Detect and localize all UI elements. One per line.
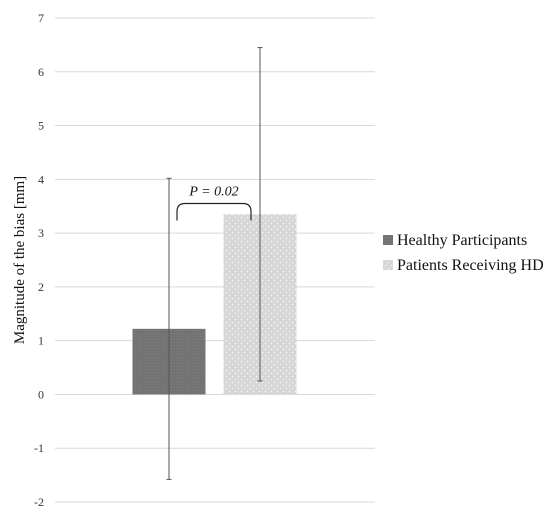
legend-swatch [383, 260, 393, 270]
y-axis-ticks: -2 -1 0 1 2 3 4 5 6 7 [34, 11, 44, 509]
y-tick-label: 6 [38, 65, 44, 79]
gridlines [55, 17, 375, 503]
y-tick-label: 3 [38, 226, 44, 240]
legend-swatch [383, 235, 393, 245]
y-tick-label: 5 [38, 119, 44, 133]
significance-annotation: P = 0.02 [176, 185, 252, 221]
y-tick-label: 0 [38, 387, 44, 401]
p-value-label: P = 0.02 [188, 185, 238, 200]
y-tick-label: 1 [38, 334, 44, 348]
bars [132, 214, 297, 395]
y-tick-label: 4 [38, 172, 44, 186]
y-axis-label: Magnitude of the bias [mm] [12, 176, 28, 344]
error-bars [166, 47, 263, 480]
y-tick-label: 7 [38, 11, 44, 25]
significance-bracket [176, 202, 252, 221]
legend-label: Healthy Participants [397, 232, 527, 249]
y-tick-label: -2 [34, 495, 44, 509]
y-tick-label: -1 [34, 441, 44, 455]
legend-label: Patients Receiving HD [397, 257, 544, 274]
y-tick-label: 2 [38, 280, 44, 294]
legend: Healthy Participants Patients Receiving H… [383, 232, 544, 274]
